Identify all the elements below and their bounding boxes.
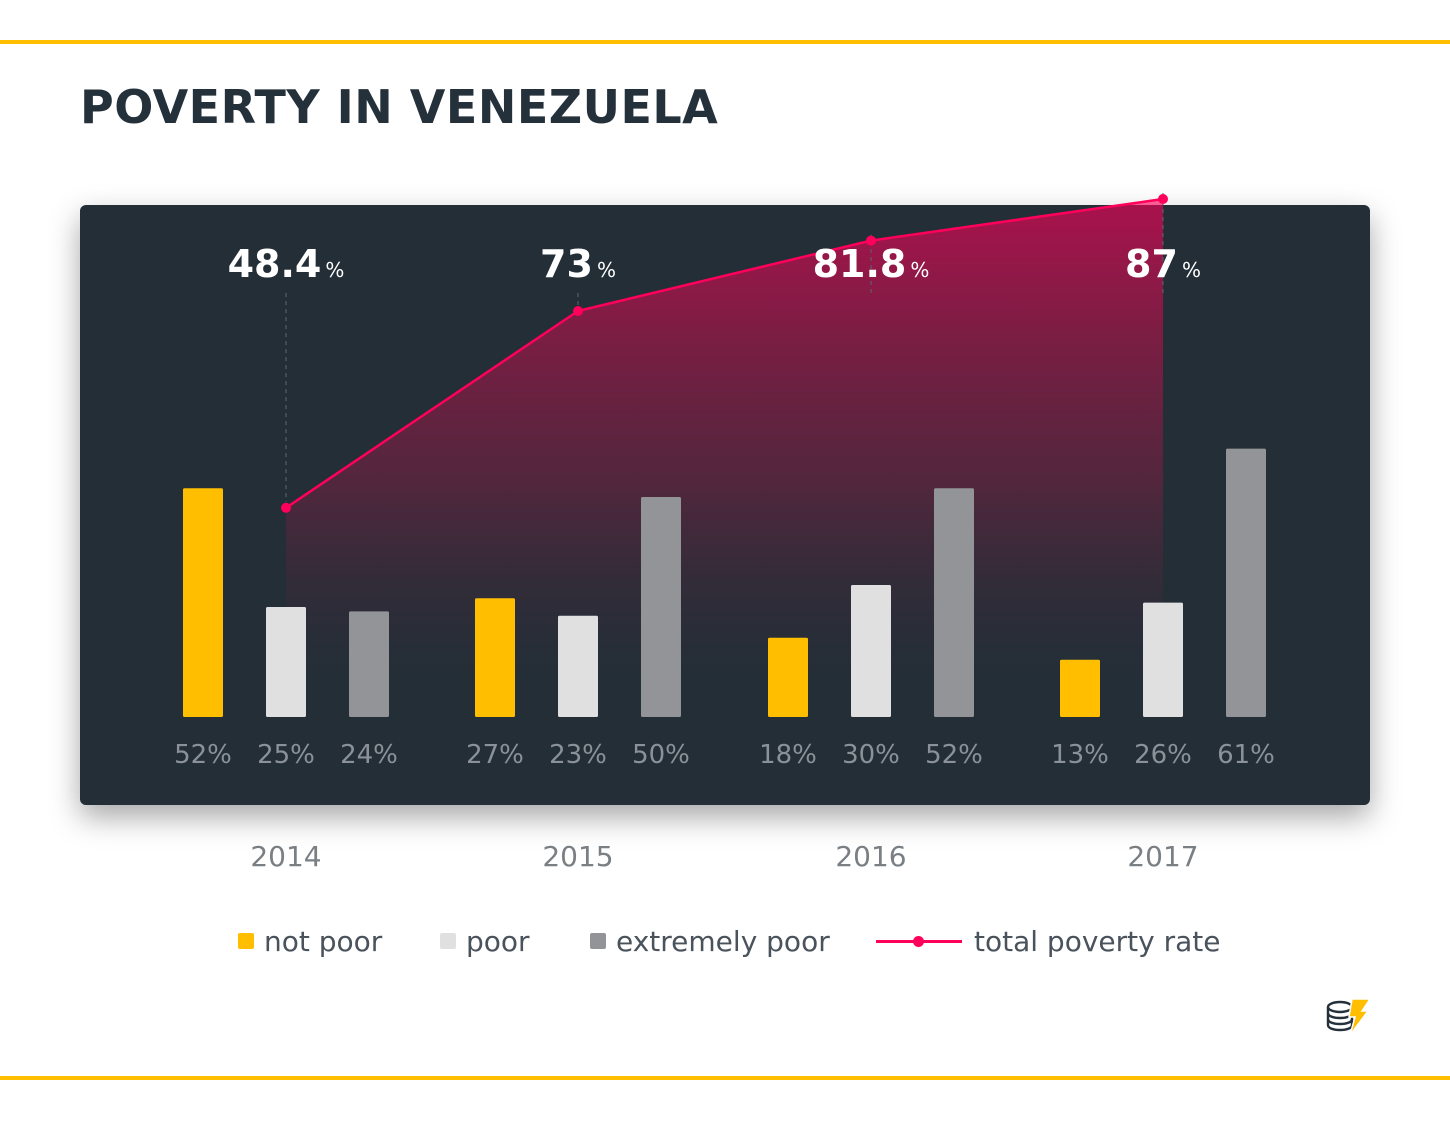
total-poverty-point-2014 xyxy=(281,502,291,513)
legend-item-not-poor: not poor xyxy=(238,918,382,964)
bar-poor-2015 xyxy=(558,615,598,717)
value-label-not-poor-2016: 18% xyxy=(759,740,817,770)
value-label-not-poor-2017: 13% xyxy=(1051,740,1109,770)
legend-label-extremely-poor: extremely poor xyxy=(616,924,830,958)
legend-label-poor: poor xyxy=(466,924,530,958)
bar-extremely-poor-2017 xyxy=(1226,448,1266,717)
bar-poor-2016 xyxy=(851,585,891,717)
bar-extremely-poor-2014 xyxy=(349,611,389,717)
year-label-2017: 2017 xyxy=(1127,840,1198,873)
bar-poor-2017 xyxy=(1143,602,1183,717)
bar-extremely-poor-2015 xyxy=(641,497,681,717)
total-rate-label-2017: 87% xyxy=(1125,242,1201,286)
value-label-extremely-poor-2017: 61% xyxy=(1217,740,1275,770)
total-poverty-point-2017 xyxy=(1158,194,1168,204)
coin-stack-lightning-icon xyxy=(1326,998,1372,1036)
legend-item-poor: poor xyxy=(440,918,530,964)
total-rate-label-2014: 48.4% xyxy=(228,242,345,286)
legend-swatch-extremely-poor xyxy=(590,933,606,949)
year-label-2016: 2016 xyxy=(835,840,906,873)
bottom-accent-rule xyxy=(0,1076,1450,1080)
bar-extremely-poor-2016 xyxy=(934,488,974,717)
value-label-poor-2015: 23% xyxy=(549,740,607,770)
bar-poor-2014 xyxy=(266,607,306,717)
bar-not-poor-2014 xyxy=(183,488,223,717)
value-label-poor-2016: 30% xyxy=(842,740,900,770)
legend-item-total-poverty-rate: total poverty rate xyxy=(876,918,1220,964)
legend-label-not-poor: not poor xyxy=(264,924,383,958)
value-label-not-poor-2015: 27% xyxy=(466,740,524,770)
year-label-2015: 2015 xyxy=(542,840,613,873)
value-label-extremely-poor-2016: 52% xyxy=(925,740,983,770)
total-rate-label-2016: 81.8% xyxy=(813,242,930,286)
top-accent-rule xyxy=(0,40,1450,44)
value-label-extremely-poor-2015: 50% xyxy=(632,740,690,770)
value-label-not-poor-2014: 52% xyxy=(174,740,232,770)
legend-label-total-poverty-rate: total poverty rate xyxy=(974,924,1221,958)
bar-not-poor-2015 xyxy=(475,598,515,717)
bar-not-poor-2017 xyxy=(1060,659,1100,717)
chart-title: POVERTY IN VENEZUELA xyxy=(80,80,719,134)
legend-swatch-not-poor xyxy=(238,933,254,949)
legend-item-extremely-poor: extremely poor xyxy=(590,918,830,964)
value-label-extremely-poor-2014: 24% xyxy=(340,740,398,770)
total-poverty-line xyxy=(285,197,1164,509)
bar-not-poor-2016 xyxy=(768,637,808,717)
year-label-2014: 2014 xyxy=(250,840,321,873)
value-label-poor-2014: 25% xyxy=(257,740,315,770)
legend-line-swatch xyxy=(876,933,962,949)
value-label-poor-2017: 26% xyxy=(1134,740,1192,770)
legend-swatch-poor xyxy=(440,933,456,949)
total-rate-label-2015: 73% xyxy=(540,242,616,286)
total-poverty-point-2015 xyxy=(573,306,583,316)
chart-legend: not poor poor extremely poor total pover… xyxy=(0,918,1450,968)
total-poverty-point-2016 xyxy=(866,235,876,246)
poverty-chart: 52% 27% 18% 13% 25% 23% 30% 26% 24% 50% 52% 61% 48.4… xyxy=(174,193,1275,873)
